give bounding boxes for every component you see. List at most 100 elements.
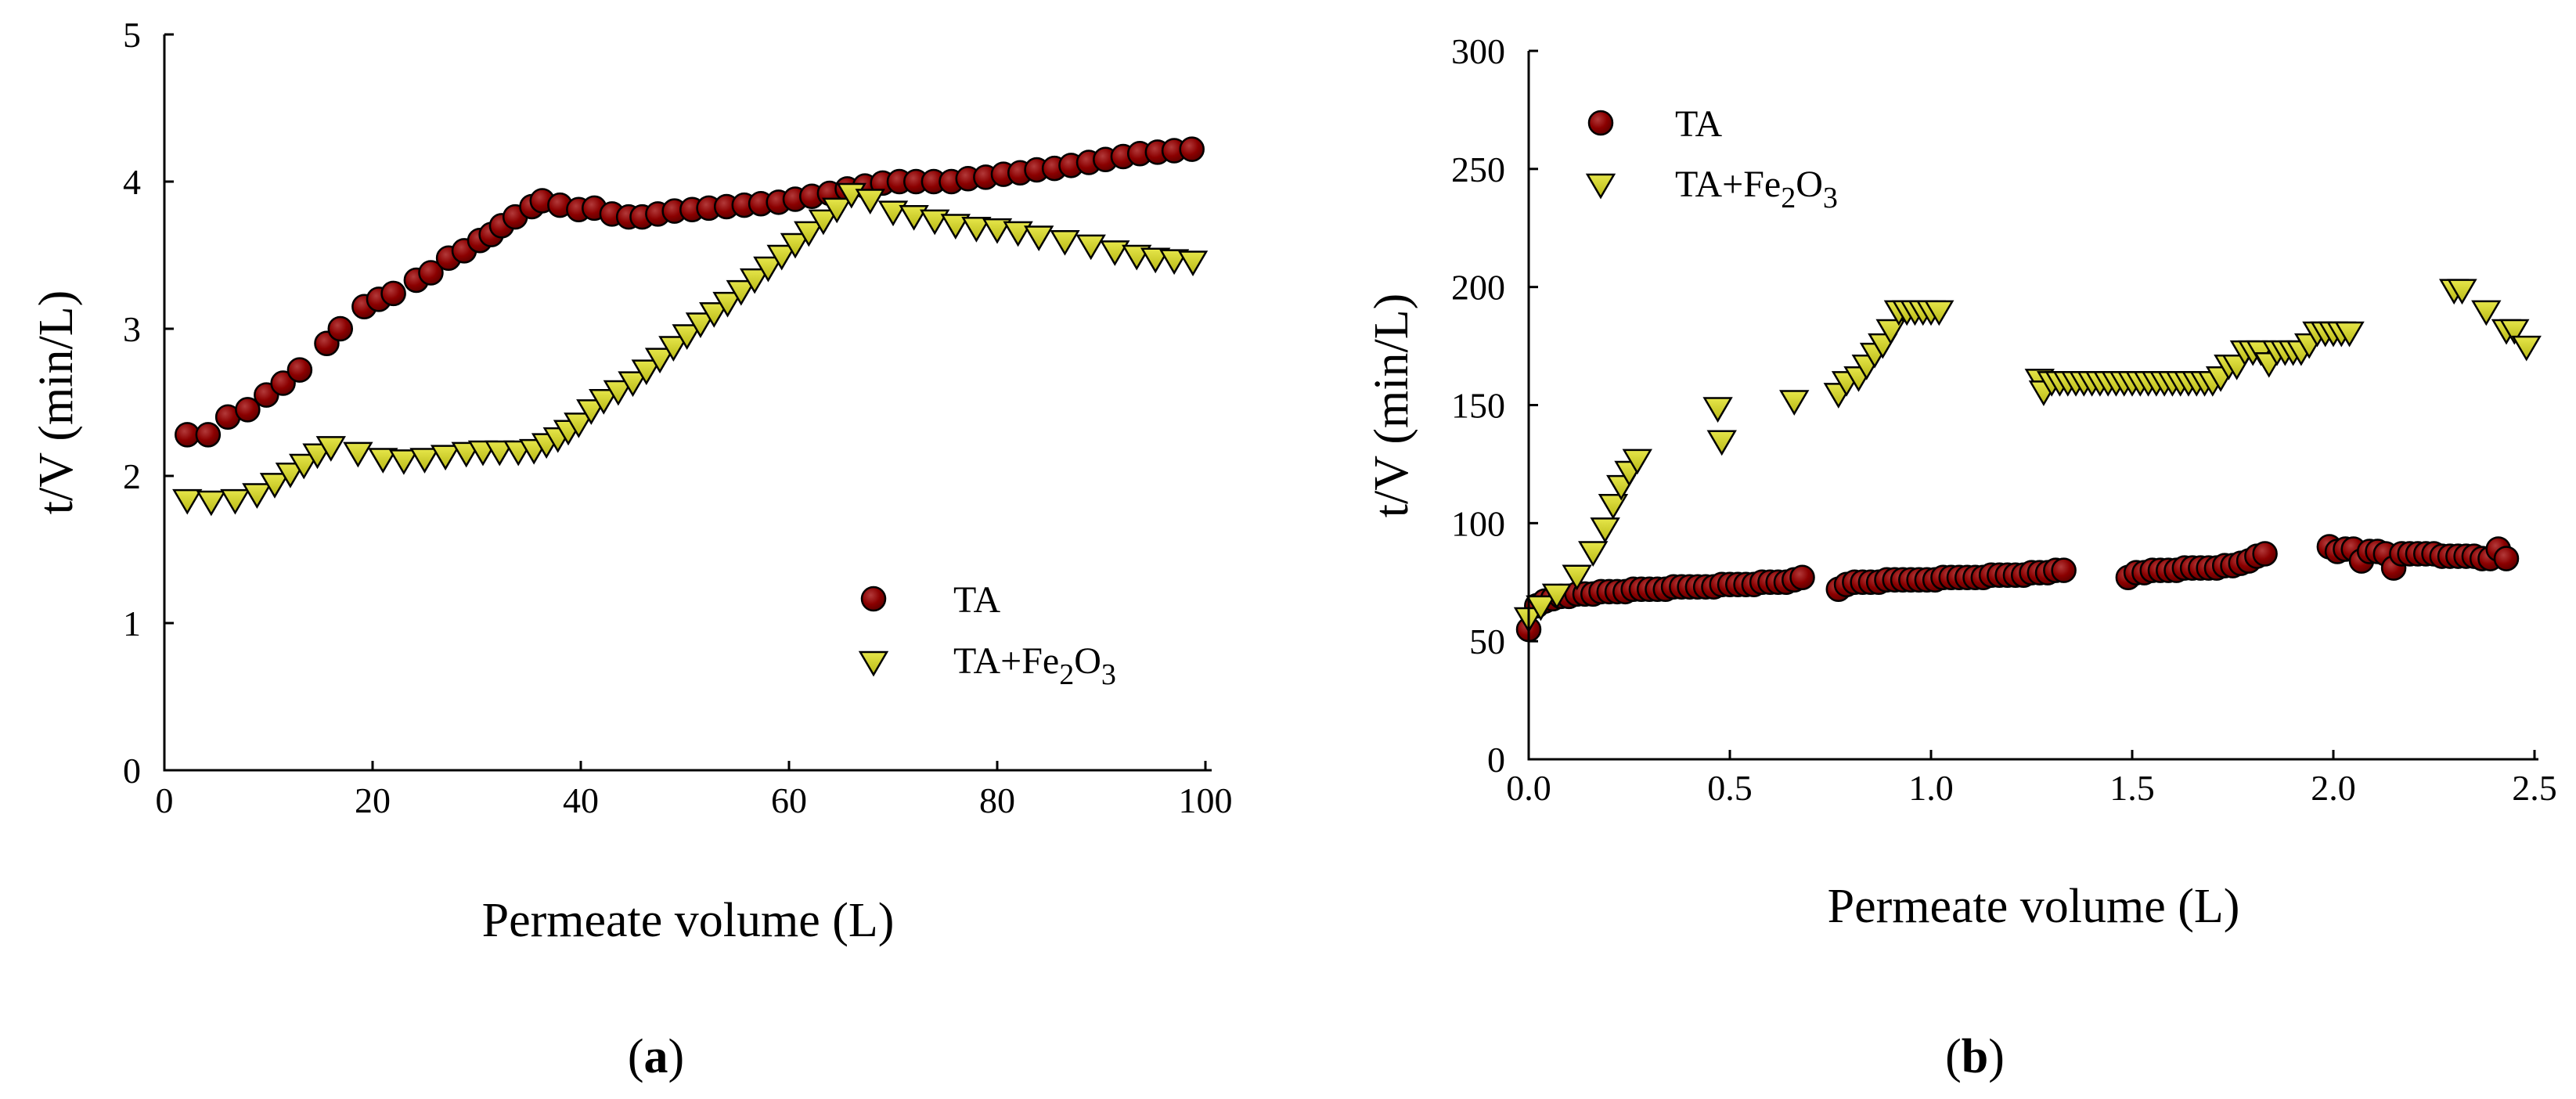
panel-a: 0 1 2 3 4 5 0 20 40 60 80 100 t/V (min/L) Permeate… — [30, 15, 1233, 1083]
panel-a-point-ta-fe2o3 — [343, 441, 373, 468]
panel-a-point-ta — [195, 422, 222, 448]
panel-a-x-tick-label: 40 — [563, 780, 599, 820]
panel-a-point-ta — [418, 260, 444, 286]
panel-a-point-ta-fe2o3 — [1050, 229, 1080, 256]
panel-a-point-ta-fe2o3 — [275, 462, 306, 488]
panel-b-y-tick-label: 300 — [1451, 31, 1505, 71]
panel-a-label: (a) — [628, 1030, 684, 1083]
panel-a-point-ta-fe2o3 — [726, 279, 757, 306]
panel-b-point-ta-fe2o3 — [1702, 397, 1733, 423]
panel-a-point-ta-fe2o3 — [388, 449, 420, 475]
panel-a-point-ta-fe2o3 — [672, 324, 702, 350]
panel-b-y-tick-label: 250 — [1451, 150, 1505, 189]
panel-a-point-ta — [286, 357, 313, 383]
panel-b-point-ta-fe2o3 — [1598, 493, 1629, 520]
panel-a-point-ta-fe2o3 — [808, 209, 839, 236]
panel-b-y-tick-label: 150 — [1451, 386, 1505, 426]
panel-a-point-ta-fe2o3 — [1075, 234, 1106, 261]
panel-a-point-ta-fe2o3 — [302, 443, 333, 470]
panel-a-legend-ta-fe2o3-marker — [858, 650, 889, 677]
panel-a-point-ta-fe2o3 — [766, 244, 797, 271]
panel-b-point-ta-fe2o3 — [1562, 564, 1592, 591]
panel-b-point-ta-fe2o3 — [2334, 321, 2365, 348]
panel-a-point-ta-fe2o3 — [576, 399, 607, 425]
panel-a-point-ta-fe2o3 — [631, 359, 661, 386]
panel-a-point-ta-fe2o3 — [821, 197, 852, 224]
panel-a-y-tick-label: 2 — [123, 456, 141, 496]
panel-a-legend-ta-marker — [860, 586, 887, 612]
panel-a-point-ta-fe2o3 — [220, 488, 250, 515]
panel-a-y-tick-label: 5 — [123, 15, 141, 55]
panel-b-x-tick-label: 2.0 — [2311, 768, 2356, 808]
panel-a-y-tick-label: 3 — [123, 309, 141, 349]
panel-a-point-ta-fe2o3 — [855, 189, 885, 215]
panel-b-point-ta-fe2o3 — [2499, 319, 2530, 345]
panel-a-point-ta-fe2o3 — [982, 218, 1013, 244]
panel-b-point-ta-fe2o3 — [2447, 279, 2477, 305]
panel-b-y-tick-label: 0 — [1487, 740, 1505, 780]
panel-b-x-tick-label: 0.5 — [1707, 768, 1753, 808]
panel-b-y-axis-title: t/V (min/L) — [1365, 294, 1418, 517]
panel-b-point-ta-fe2o3 — [1875, 319, 1906, 345]
panel-a-point-ta-fe2o3 — [1158, 249, 1190, 276]
panel-a-y-tick-label: 4 — [123, 162, 141, 202]
panel-a-point-ta — [270, 370, 296, 396]
panel-a-point-ta-fe2o3 — [196, 490, 227, 517]
panel-a-x-tick-label: 80 — [979, 780, 1015, 820]
panel-a-point-ta-fe2o3 — [899, 204, 929, 231]
panel-b-point-ta-fe2o3 — [1526, 595, 1556, 622]
panel-a-point-ta-fe2o3 — [289, 453, 319, 480]
panel-a-point-ta-fe2o3 — [920, 209, 950, 236]
panel-b-point-ta-fe2o3 — [1578, 541, 1609, 568]
panel-a-point-ta-fe2o3 — [1024, 225, 1054, 252]
panel-a-point-ta-fe2o3 — [242, 483, 272, 510]
panel-b-axes — [1527, 51, 2538, 761]
panel-a-point-ta-fe2o3 — [1140, 247, 1171, 274]
panel-b-x-tick-label: 0.0 — [1506, 768, 1551, 808]
panel-a-point-ta-fe2o3 — [940, 214, 971, 240]
panel-a-legend: TA TA+Fe2O3 — [858, 579, 1116, 691]
panel-a-x-ticks: 0 20 40 60 80 100 — [156, 761, 1233, 820]
panel-a-point-ta-fe2o3 — [618, 371, 648, 398]
panel-b-point-ta-fe2o3 — [2471, 300, 2502, 326]
panel-b-point-ta-fe2o3 — [2511, 335, 2542, 362]
panel-b-point-ta-fe2o3 — [1779, 390, 1810, 416]
panel-a-point-ta-fe2o3 — [1100, 240, 1130, 266]
panel-b-x-tick-label: 2.5 — [2512, 768, 2557, 808]
panel-a-point-ta-fe2o3 — [877, 200, 909, 227]
panel-a-points-ta-fe2o3 — [172, 182, 1209, 517]
panel-b-point-ta-fe2o3 — [1541, 583, 1573, 610]
panel-b-point-ta — [2493, 546, 2520, 571]
panel-a-point-ta — [1179, 136, 1205, 162]
panel-b-legend: TA TA+Fe2O3 — [1585, 103, 1838, 214]
panel-a-x-axis-title: Permeate volume (L) — [482, 894, 895, 947]
panel-b-point-ta — [2051, 557, 2077, 583]
panel-a-point-ta-fe2o3 — [368, 448, 398, 474]
panel-b-point-ta-fe2o3 — [1924, 300, 1955, 326]
panel-b-legend-ta-fe2o3-label: TA+Fe2O3 — [1675, 164, 1838, 214]
panel-a-point-ta-fe2o3 — [961, 217, 992, 243]
panel-a-point-ta — [380, 280, 406, 307]
panel-a-point-ta — [235, 397, 261, 423]
panel-b-y-ticks: 0 50 100 150 200 250 300 — [1451, 31, 1538, 780]
panel-a-x-tick-label: 0 — [156, 780, 174, 820]
panel-b-y-tick-label: 50 — [1469, 622, 1505, 661]
panel-a-point-ta-fe2o3 — [430, 445, 461, 471]
panel-a-y-axis-title: t/V (min/L) — [30, 290, 83, 514]
panel-a-points-ta — [175, 136, 1205, 448]
panel-a-point-ta-fe2o3 — [753, 256, 784, 283]
panel-a-point-ta-fe2o3 — [685, 312, 716, 338]
panel-a-x-tick-label: 20 — [355, 780, 391, 820]
panel-b-y-tick-label: 100 — [1451, 503, 1505, 543]
panel-b-x-tick-label: 1.5 — [2109, 768, 2155, 808]
panel-b: 0 50 100 150 200 250 300 0.0 0.5 1.0 1.5 2.0 2.5 t/… — [1365, 31, 2557, 1083]
panel-a-x-tick-label: 100 — [1179, 780, 1233, 820]
panel-a-point-ta-fe2o3 — [485, 440, 515, 467]
panel-a-point-ta-fe2o3 — [644, 348, 676, 374]
panel-a-point-ta-fe2o3 — [712, 291, 743, 318]
panel-a-x-tick-label: 60 — [771, 780, 807, 820]
panel-b-point-ta-fe2o3 — [1622, 449, 1652, 475]
panel-b-point-ta-fe2o3 — [1706, 430, 1737, 456]
panel-a-point-ta-fe2o3 — [603, 380, 634, 406]
